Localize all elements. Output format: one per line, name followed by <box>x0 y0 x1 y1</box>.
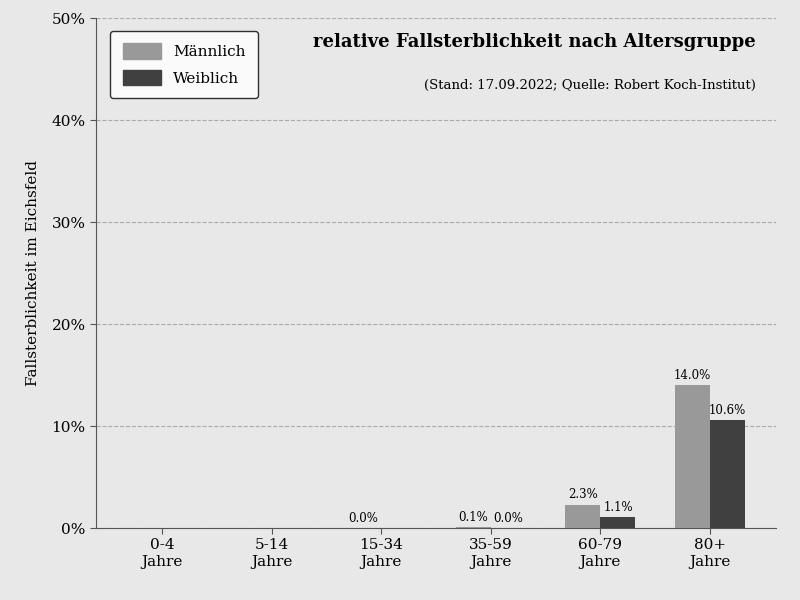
Text: 2.3%: 2.3% <box>568 488 598 502</box>
Text: 0.1%: 0.1% <box>458 511 488 524</box>
Text: relative Fallsterblichkeit nach Altersgruppe: relative Fallsterblichkeit nach Altersgr… <box>313 33 755 51</box>
Y-axis label: Fallsterblichkeit im Eichsfeld: Fallsterblichkeit im Eichsfeld <box>26 160 40 386</box>
Bar <box>456 527 491 528</box>
Text: 0.0%: 0.0% <box>494 512 523 525</box>
Text: 14.0%: 14.0% <box>674 369 711 382</box>
Text: 10.6%: 10.6% <box>709 404 746 417</box>
Text: 1.1%: 1.1% <box>603 501 633 514</box>
Legend: Männlich, Weiblich: Männlich, Weiblich <box>110 31 258 98</box>
Bar <box>601 517 635 528</box>
Bar <box>710 420 745 528</box>
Text: (Stand: 17.09.2022; Quelle: Robert Koch-Institut): (Stand: 17.09.2022; Quelle: Robert Koch-… <box>424 79 755 92</box>
Bar <box>566 505 601 528</box>
Text: 0.0%: 0.0% <box>349 512 378 525</box>
Bar <box>675 385 710 528</box>
